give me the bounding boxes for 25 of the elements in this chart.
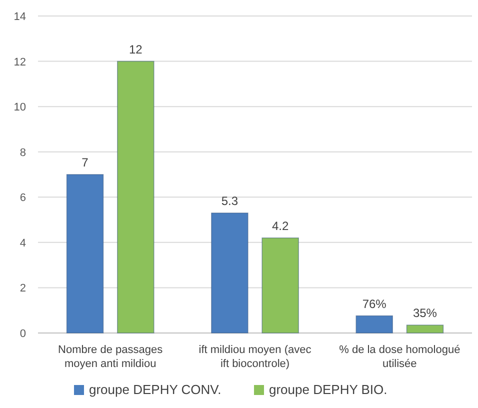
y-tick-label: 2 [20,282,26,295]
data-label: 5.3 [221,194,238,208]
bar [406,324,444,334]
x-tick-label: ift mildiou moyen (avec ift biocontrole) [198,344,312,370]
data-label: 76% [362,296,387,311]
data-label: 7 [82,156,89,170]
y-tick-label: 0 [20,328,26,340]
y-tick-label: 4 [20,237,26,250]
bar [117,60,154,334]
y-tick-label: 14 [14,11,26,23]
legend-label: groupe DEPHY BIO. [269,382,388,397]
data-label: 35% [412,306,438,320]
data-label: 12 [128,42,143,56]
x-tick-label: % de la dose homologué utilisée [339,344,460,370]
y-tick-label: 6 [20,192,26,204]
data-label: 4.2 [272,218,289,233]
x-tick-label: Nombre de passages moyen anti mildiou [58,344,164,370]
y-tick-label: 12 [14,56,26,68]
y-tick-label: 8 [20,146,26,159]
y-tick-label: 10 [14,102,26,114]
legend-label: groupe DEPHY CONV. [89,382,222,397]
bar [262,238,299,334]
bar [356,315,393,334]
bar [211,212,248,334]
bar [66,174,104,334]
